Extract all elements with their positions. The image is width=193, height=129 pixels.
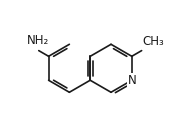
Text: NH₂: NH₂ — [27, 34, 49, 47]
Text: CH₃: CH₃ — [142, 35, 164, 48]
Text: N: N — [127, 74, 136, 87]
